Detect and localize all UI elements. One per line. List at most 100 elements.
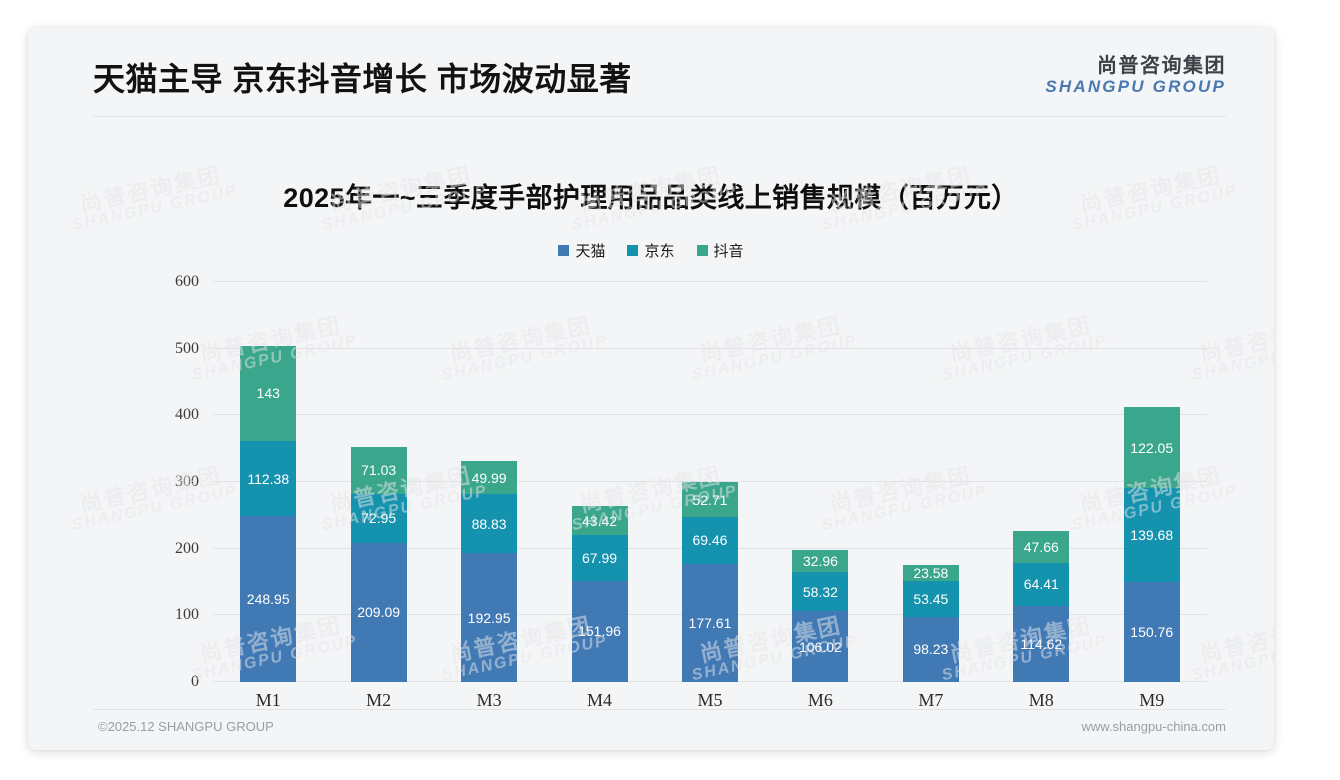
bar-value-label: 151.96 xyxy=(578,623,621,640)
bar-segment-京东-M4[interactable]: 67.99 xyxy=(571,535,628,581)
bar-segment-天猫-M1[interactable]: 248.95 xyxy=(240,516,297,682)
x-axis-label-M2: M2 xyxy=(366,690,392,710)
legend-swatch-icon xyxy=(627,245,639,256)
bar-value-label: 72.95 xyxy=(361,510,397,527)
bar-segment-抖音-M9[interactable]: 122.05 xyxy=(1123,407,1180,489)
legend-swatch-icon xyxy=(558,245,570,256)
bar-group-M1[interactable]: 143 112.38 248.95 xyxy=(240,282,297,682)
bar-group-M9[interactable]: 122.05 139.68 150.76 xyxy=(1123,282,1180,682)
bar-value-label: 177.61 xyxy=(688,614,732,631)
bar-group-M6[interactable]: 32.96 58.32 106.02 xyxy=(792,282,849,682)
chart-plot-area: 143 112.38 248.95 71.03 72.95 209.09 49.99 88.8… xyxy=(103,266,1213,710)
gridline xyxy=(213,414,1207,416)
legend-item-京东[interactable]: 京东 xyxy=(627,240,675,261)
x-axis-label-M1: M1 xyxy=(255,690,281,710)
bar-segment-抖音-M7[interactable]: 23.58 xyxy=(902,565,959,582)
bar-value-label: 106.02 xyxy=(798,638,842,655)
bar-segment-抖音-M1[interactable]: 143 xyxy=(240,345,297,442)
bar-segment-京东-M5[interactable]: 69.46 xyxy=(681,517,738,564)
legend-item-抖音[interactable]: 抖音 xyxy=(696,240,744,261)
legend-item-天猫[interactable]: 天猫 xyxy=(558,240,605,261)
bar-segment-抖音-M5[interactable]: 52.71 xyxy=(681,482,738,518)
bar-segment-京东-M6[interactable]: 58.32 xyxy=(792,572,849,612)
x-axis-label-M6: M6 xyxy=(807,690,833,710)
x-axis-label-M9: M9 xyxy=(1139,690,1165,710)
bar-value-label: 209.09 xyxy=(357,604,401,621)
bar-value-label: 49.99 xyxy=(471,469,507,486)
chart-x-axis-labels: M1 M2 M3 M4 M5 M6 M7 M8 M9 xyxy=(213,690,1207,711)
bar-value-label: 69.46 xyxy=(692,532,728,549)
bar-group-M2[interactable]: 71.03 72.95 209.09 xyxy=(350,282,407,682)
chart-legend: 天猫 京东 抖音 xyxy=(28,240,1274,261)
bar-value-label: 248.95 xyxy=(246,591,290,608)
x-axis-label-M3: M3 xyxy=(476,690,502,710)
y-axis-tick-label: 500 xyxy=(175,339,199,357)
bar-group-M8[interactable]: 47.66 64.41 114.62 xyxy=(1013,282,1070,682)
bar-segment-天猫-M8[interactable]: 114.62 xyxy=(1013,605,1070,682)
bar-value-label: 112.38 xyxy=(247,470,290,487)
x-axis-label-M8: M8 xyxy=(1028,690,1054,710)
bar-segment-京东-M2[interactable]: 72.95 xyxy=(350,493,407,543)
slide-header: 天猫主导 京东抖音增长 市场波动显著 尚普咨询集团 SHANGPU GROUP xyxy=(28,28,1274,120)
bar-segment-抖音-M8[interactable]: 47.66 xyxy=(1013,530,1070,563)
bar-segment-天猫-M9[interactable]: 150.76 xyxy=(1123,581,1180,682)
chart-bars: 143 112.38 248.95 71.03 72.95 209.09 49.99 88.8… xyxy=(213,282,1207,682)
bar-value-label: 47.66 xyxy=(1023,538,1059,555)
gridline xyxy=(213,481,1207,482)
bar-value-label: 143 xyxy=(256,385,280,402)
chart-axes: 143 112.38 248.95 71.03 72.95 209.09 49.99 88.8… xyxy=(175,273,1207,690)
bar-segment-天猫-M3[interactable]: 192.95 xyxy=(461,553,518,682)
brand-logo: 尚普咨询集团 SHANGPU GROUP xyxy=(1045,55,1226,96)
bar-group-M4[interactable]: 43.42 67.99 151.96 xyxy=(571,282,628,682)
bar-segment-抖音-M3[interactable]: 49.99 xyxy=(461,460,518,495)
bar-value-label: 52.71 xyxy=(692,491,728,508)
bar-segment-天猫-M4[interactable]: 151.96 xyxy=(571,580,628,682)
bar-segment-抖音-M6[interactable]: 32.96 xyxy=(792,550,849,573)
bar-group-M3[interactable]: 49.99 88.83 192.95 xyxy=(461,282,518,682)
legend-label: 天猫 xyxy=(575,243,606,260)
bar-group-M5[interactable]: 52.71 69.46 177.61 xyxy=(681,282,738,682)
y-axis-tick-label: 0 xyxy=(191,673,199,690)
legend-label: 京东 xyxy=(644,243,675,260)
bar-value-label: 64.41 xyxy=(1023,576,1059,593)
bar-segment-京东-M1[interactable]: 112.38 xyxy=(240,441,297,517)
brand-logo-cn: 尚普咨询集团 xyxy=(1097,55,1226,77)
bar-value-label: 139.68 xyxy=(1130,526,1174,543)
bar-value-label: 43.42 xyxy=(582,512,618,529)
bar-segment-京东-M7[interactable]: 53.45 xyxy=(902,580,959,617)
bar-segment-京东-M9[interactable]: 139.68 xyxy=(1123,488,1180,582)
y-axis-tick-label: 200 xyxy=(175,539,199,557)
page-title: 天猫主导 京东抖音增长 市场波动显著 xyxy=(93,61,632,97)
bar-value-label: 53.45 xyxy=(913,590,949,607)
footer-copyright: ©2025.12 SHANGPU GROUP xyxy=(98,719,274,734)
bar-segment-京东-M8[interactable]: 64.41 xyxy=(1013,562,1070,606)
y-axis-tick-label: 300 xyxy=(175,473,199,490)
legend-swatch-icon xyxy=(696,245,708,256)
legend-label: 抖音 xyxy=(713,243,744,260)
footer-divider xyxy=(93,709,1226,710)
bar-segment-天猫-M6[interactable]: 106.02 xyxy=(792,611,849,682)
x-axis-label-M7: M7 xyxy=(918,690,944,710)
brand-logo-en: SHANGPU GROUP xyxy=(1045,76,1226,96)
bar-segment-京东-M3[interactable]: 88.83 xyxy=(461,494,518,554)
bar-value-label: 150.76 xyxy=(1130,623,1174,640)
bar-value-label: 114.62 xyxy=(1020,635,1063,652)
gridline xyxy=(213,347,1207,349)
header-divider xyxy=(93,116,1226,117)
bar-segment-天猫-M7[interactable]: 98.23 xyxy=(902,616,959,682)
bar-segment-天猫-M5[interactable]: 177.61 xyxy=(681,563,738,682)
x-axis-label-M5: M5 xyxy=(697,690,723,710)
gridline xyxy=(213,281,1207,282)
bar-group-M7[interactable]: 23.58 53.45 98.23 xyxy=(902,282,959,682)
y-axis-tick-label: 100 xyxy=(175,606,199,624)
bar-value-label: 71.03 xyxy=(361,462,397,479)
chart-title: 2025年一~三季度手部护理用品品类线上销售规模（百万元） xyxy=(283,183,1019,213)
bar-value-label: 32.96 xyxy=(802,553,838,570)
y-axis-tick-label: 600 xyxy=(175,273,199,290)
bar-value-label: 192.95 xyxy=(467,609,511,626)
bar-value-label: 98.23 xyxy=(913,641,949,658)
bar-segment-天猫-M2[interactable]: 209.09 xyxy=(350,542,407,682)
bar-value-label: 23.58 xyxy=(913,565,949,582)
bar-segment-抖音-M4[interactable]: 43.42 xyxy=(571,506,628,536)
bar-segment-抖音-M2[interactable]: 71.03 xyxy=(350,446,407,494)
